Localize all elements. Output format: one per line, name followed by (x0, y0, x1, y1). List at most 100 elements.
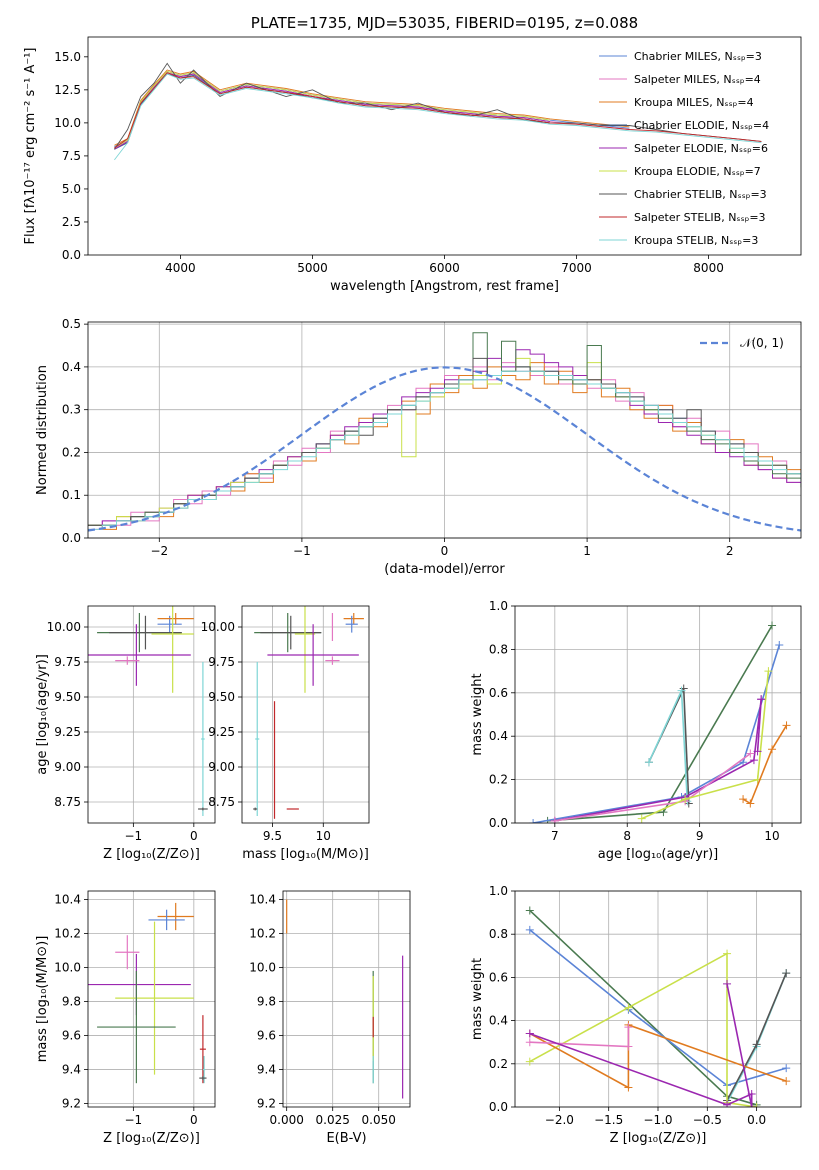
x-tick-label: −0.5 (693, 1113, 722, 1127)
y-tick-label: 10.4 (249, 893, 276, 907)
y-tick-label: 0.1 (62, 488, 81, 502)
y-axis-label: mass weight (470, 958, 485, 1040)
y-tick-label: 0.2 (489, 1057, 508, 1071)
series-point (525, 925, 534, 934)
y-tick-label: 9.25 (54, 725, 81, 739)
axes-frame (87, 605, 216, 824)
y-tick-label: 10.00 (201, 620, 235, 634)
series-line-7 (114, 62, 762, 150)
legend-label: Salpeter ELODIE, Nₛₛₚ=6 (634, 142, 768, 155)
panel-6: −1 0 9.2 9.4 9.6 9.8 10.0 10.2 10.4 Z [log₁₀(Z/Z⊙… (35, 890, 216, 1146)
panel-5: 7 8 9 10 0.0 0.2 0.4 0.6 0.8 1.0 age [log₁₀(age/yr… (470, 599, 802, 862)
plot-area (253, 606, 364, 819)
x-tick-label: 9 (696, 829, 704, 843)
legend-label: Kroupa MILES, Nₛₛₚ=4 (634, 96, 754, 109)
y-tick-label: 9.2 (257, 1097, 276, 1111)
axes-frame (514, 605, 802, 824)
x-tick-label: 9.5 (263, 829, 282, 843)
histogram-1 (88, 366, 801, 526)
series-line-1 (529, 909, 757, 1106)
series-point (768, 745, 777, 754)
x-tick-label: 5000 (297, 261, 328, 275)
series-line-3 (114, 69, 630, 146)
y-tick-label: 0.5 (62, 317, 81, 331)
plot-area (286, 899, 404, 1099)
series-line-8 (742, 724, 788, 805)
series-point (752, 1103, 761, 1107)
x-tick-label: −1 (125, 1113, 143, 1127)
series-point (677, 686, 686, 695)
series-point (746, 749, 755, 758)
series-point (775, 641, 784, 650)
series-line-9 (756, 699, 762, 752)
series-point (525, 906, 534, 915)
y-tick-label: 0.4 (489, 1014, 508, 1028)
x-axis-label: Z [log₁₀(Z/Z⊙)] (103, 1131, 200, 1146)
axes-frame (241, 605, 370, 824)
x-axis-label: mass [log₁₀(M/M⊙)] (242, 847, 369, 862)
x-tick-label: 2 (726, 544, 734, 558)
y-tick-label: 9.75 (54, 655, 81, 669)
series-line-6 (114, 70, 551, 149)
y-tick-label: 9.50 (208, 690, 235, 704)
y-tick-label: 9.4 (62, 1063, 81, 1077)
series-point (525, 1029, 534, 1038)
legend-label: Kroupa ELODIE, Nₛₛₚ=7 (634, 165, 761, 178)
series-point (644, 758, 653, 767)
x-tick-label: 0.025 (316, 1113, 350, 1127)
x-axis-label: (data-model)/error (384, 562, 505, 577)
series-point (637, 814, 646, 823)
legend-label: Chabrier ELODIE, Nₛₛₚ=4 (634, 119, 769, 132)
series-line-7 (641, 671, 770, 820)
histogram-3 (88, 362, 801, 530)
x-tick-label: −2.0 (545, 1113, 574, 1127)
series-point (746, 799, 755, 808)
y-tick-label: 0.8 (489, 927, 508, 941)
series-line-2 (532, 644, 781, 823)
y-tick-label: 1.0 (489, 884, 508, 898)
y-tick-label: 0.3 (62, 403, 81, 417)
plot-area (88, 606, 208, 816)
series-point (747, 1090, 756, 1099)
series-point (624, 1003, 633, 1012)
y-tick-label: 0.4 (62, 360, 81, 374)
series-point (681, 795, 690, 804)
series-point (782, 1064, 791, 1073)
y-tick-label: 0.2 (489, 773, 508, 787)
legend-label: 𝒩(0, 1) (740, 336, 784, 350)
series-point (764, 667, 773, 676)
x-axis-label: wavelength [Angstrom, rest frame] (330, 279, 559, 294)
x-tick-label: 6000 (429, 261, 460, 275)
legend-label: Salpeter STELIB, Nₛₛₚ=3 (634, 211, 766, 224)
y-tick-label: 5.0 (62, 182, 81, 196)
x-tick-label: −1 (125, 829, 143, 843)
y-tick-label: 0.6 (489, 686, 508, 700)
series-line-6 (554, 752, 751, 822)
series-point (723, 1100, 732, 1107)
series-point (525, 1038, 534, 1047)
series-line-4 (114, 73, 551, 150)
series-line-5 (114, 72, 551, 150)
x-axis-label: age [log₁₀(age/yr)] (598, 847, 719, 862)
x-tick-label: −1 (293, 544, 311, 558)
series-line-2 (529, 929, 787, 1087)
y-tick-label: 0.6 (489, 970, 508, 984)
series-line-2 (114, 72, 630, 149)
y-axis-label: age [log₁₀(age/yr)] (35, 654, 50, 775)
series-point (624, 1042, 633, 1051)
y-tick-label: 0.0 (489, 816, 508, 830)
x-axis-label: Z [log₁₀(Z/Z⊙)] (103, 847, 200, 862)
x-tick-label: 8 (623, 829, 631, 843)
x-tick-label: 1 (583, 544, 591, 558)
y-axis-label: Normed distribution (35, 365, 50, 495)
series-point (782, 969, 791, 978)
series-line-8 (114, 72, 762, 149)
y-tick-label: 8.75 (54, 795, 81, 809)
y-tick-label: 9.6 (62, 1029, 81, 1043)
plot-area (529, 621, 791, 823)
legend: Chabrier MILES, Nₛₛₚ=3 Salpeter MILES, Nₛ… (599, 50, 769, 247)
normal-curve (88, 366, 801, 532)
x-tick-label: 10 (764, 829, 779, 843)
x-tick-label: −1.0 (643, 1113, 672, 1127)
series-point (747, 1103, 756, 1107)
